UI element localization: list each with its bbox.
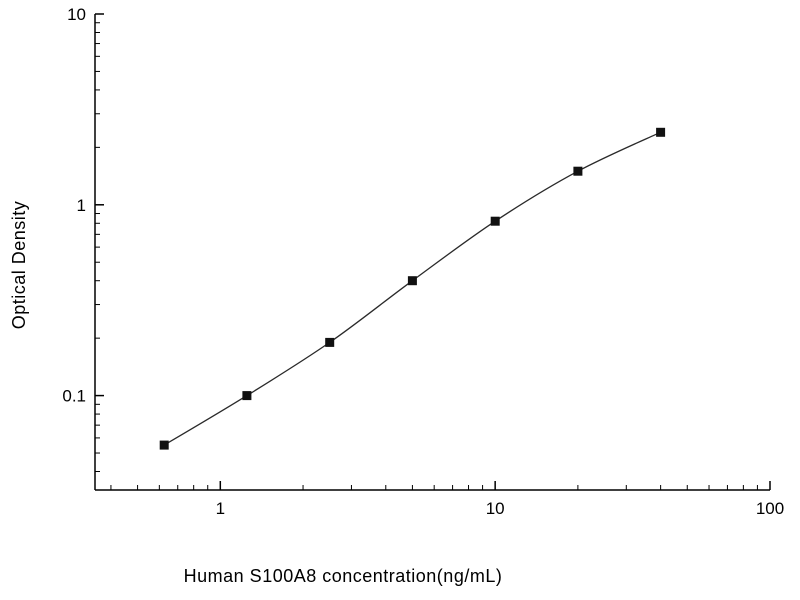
x-tick-label: 1 xyxy=(216,499,225,518)
data-point-marker xyxy=(656,127,666,137)
data-point-marker xyxy=(242,391,252,401)
y-axis-label: Optical Density xyxy=(9,200,29,330)
standard-curve-line xyxy=(163,131,661,446)
x-axis-label: Human S100A8 concentration(ng/mL) xyxy=(183,566,503,586)
x-tick-label: 100 xyxy=(756,499,784,518)
data-point-marker xyxy=(407,276,417,286)
data-point-marker xyxy=(325,337,335,347)
data-point-marker xyxy=(490,216,500,226)
y-tick-label: 1 xyxy=(77,196,86,215)
y-tick-label: 10 xyxy=(67,5,86,24)
data-point-marker xyxy=(573,166,583,176)
x-tick-label: 10 xyxy=(486,499,505,518)
y-tick-label: 0.1 xyxy=(62,387,86,406)
data-point-marker xyxy=(159,440,169,450)
